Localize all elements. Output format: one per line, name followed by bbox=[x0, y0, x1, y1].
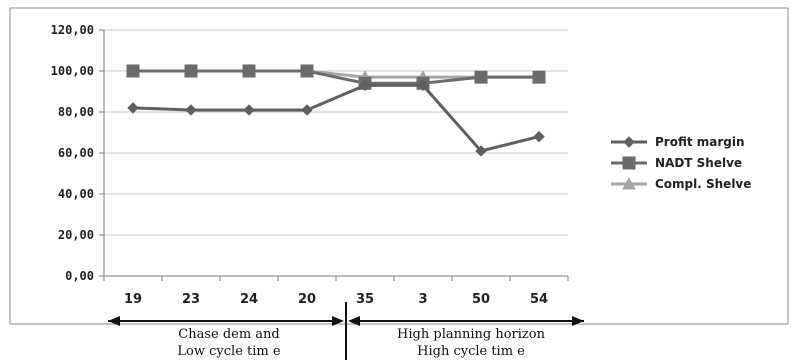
legend-marker bbox=[622, 156, 636, 170]
arrowhead bbox=[332, 316, 344, 326]
group-label-line2: High cycle tim e bbox=[417, 344, 525, 359]
legend-label: Profit margin bbox=[655, 135, 745, 149]
x-tick-label: 35 bbox=[356, 292, 374, 307]
y-tick-label: 80,00 bbox=[58, 105, 94, 119]
arrowhead bbox=[108, 316, 120, 326]
legend-label: Compl. Shelve bbox=[655, 177, 751, 191]
series-line-nadt-shelve bbox=[133, 69, 539, 85]
legend-marker bbox=[623, 136, 635, 148]
group-label-line1: High planning horizon bbox=[397, 327, 546, 342]
y-tick-label: 0,00 bbox=[65, 269, 94, 283]
y-tick-label: 20,00 bbox=[58, 228, 94, 242]
y-tick-label: 100,00 bbox=[51, 64, 94, 78]
data-point-profit-margin bbox=[533, 130, 545, 143]
x-tick-label: 20 bbox=[298, 292, 316, 307]
data-point-profit-margin bbox=[301, 104, 313, 116]
data-point-nadt-shelve bbox=[300, 64, 314, 78]
series-line-profit-margin bbox=[132, 83, 540, 153]
y-tick-label: 40,00 bbox=[58, 187, 94, 201]
x-tick-label: 24 bbox=[240, 292, 258, 307]
data-point-profit-margin bbox=[359, 79, 371, 92]
legend-label: NADT Shelve bbox=[655, 156, 742, 170]
x-tick-label: 54 bbox=[530, 292, 548, 307]
x-tick-label: 23 bbox=[182, 292, 200, 307]
y-tick-label: 120,00 bbox=[51, 23, 94, 37]
data-point-profit-margin bbox=[185, 104, 197, 116]
y-tick-label: 60,00 bbox=[58, 146, 94, 160]
data-point-nadt-shelve bbox=[474, 70, 488, 84]
data-point-nadt-shelve bbox=[126, 64, 140, 78]
data-point-profit-margin bbox=[127, 102, 139, 114]
arrowhead bbox=[572, 316, 584, 326]
group-label-line2: Low cycle tim e bbox=[177, 344, 280, 359]
data-point-nadt-shelve bbox=[532, 70, 546, 84]
arrowhead bbox=[348, 316, 360, 326]
data-point-profit-margin bbox=[243, 104, 255, 116]
chart-frame bbox=[9, 7, 789, 325]
data-point-profit-margin bbox=[417, 79, 429, 92]
x-tick-label: 19 bbox=[124, 292, 142, 307]
data-point-nadt-shelve bbox=[242, 64, 256, 78]
x-tick-label: 50 bbox=[472, 292, 490, 307]
legend-marker bbox=[622, 176, 636, 190]
data-point-profit-margin bbox=[475, 145, 487, 157]
data-point-nadt-shelve bbox=[184, 64, 198, 78]
x-tick-label: 3 bbox=[418, 292, 427, 307]
group-label-line1: Chase dem and bbox=[178, 327, 280, 342]
